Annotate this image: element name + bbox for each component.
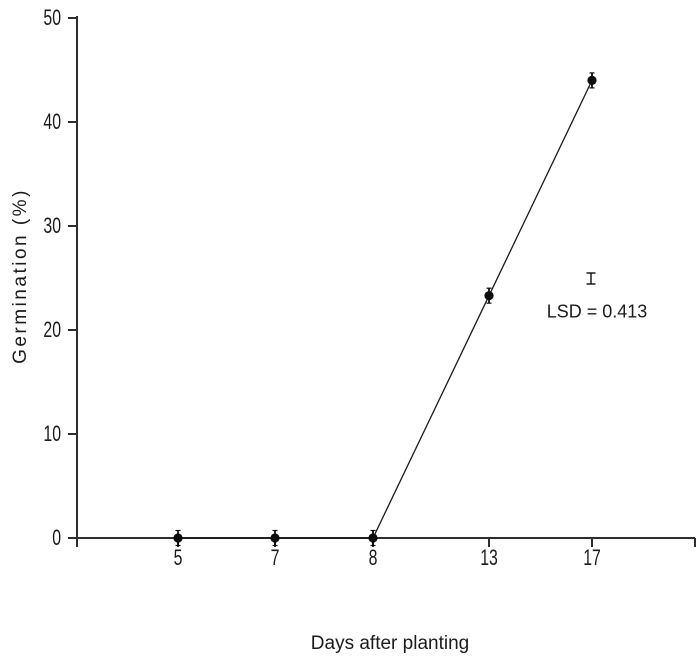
x-tick-label: 8 — [369, 547, 378, 571]
y-tick-label: 20 — [43, 319, 61, 343]
y-tick-label: 50 — [43, 7, 61, 31]
x-tick-label: 13 — [480, 547, 498, 571]
data-point-marker — [587, 72, 597, 89]
data-point-marker — [270, 529, 280, 547]
marker-dot — [173, 533, 183, 543]
lsd-error-bar — [586, 272, 596, 285]
axes — [68, 16, 696, 547]
data-point-marker — [173, 529, 183, 547]
x-tick-label: 5 — [174, 547, 183, 571]
tick-labels: 0 10 20 30 40 50 5 7 8 13 17 — [43, 7, 600, 571]
marker-dot — [368, 533, 378, 543]
marker-dot — [484, 291, 494, 301]
data-point-marker — [368, 529, 378, 547]
x-tick-label: 17 — [583, 547, 601, 571]
data-points — [173, 72, 597, 547]
y-tick-label: 0 — [52, 527, 61, 551]
marker-dot — [270, 533, 280, 543]
series-line — [178, 80, 593, 539]
y-tick-label: 40 — [43, 111, 61, 135]
x-tick-label: 7 — [271, 547, 280, 571]
y-tick-label: 30 — [43, 215, 61, 239]
y-tick-label: 10 — [43, 423, 61, 447]
marker-dot — [587, 75, 597, 85]
lsd-annotation-label: LSD = 0.413 — [546, 301, 648, 322]
x-axis-title: Days after planting — [310, 633, 470, 654]
data-point-marker — [484, 287, 494, 304]
y-axis-title: Germination (%) — [10, 188, 31, 364]
